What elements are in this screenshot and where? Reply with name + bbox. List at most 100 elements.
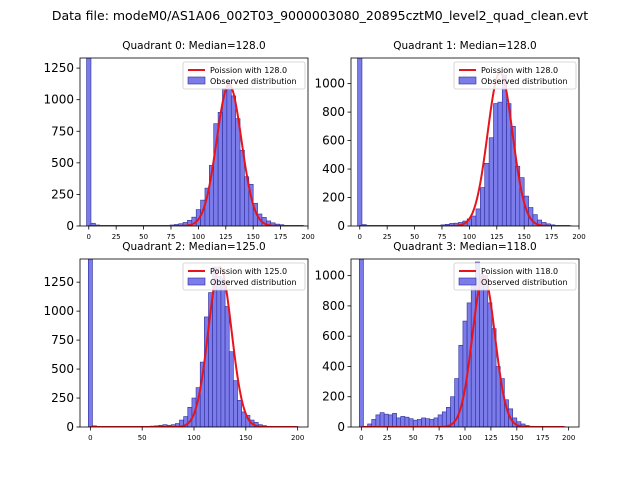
legend-label-observed: Observed distribution: [481, 278, 568, 287]
y-tick-label: 600: [322, 134, 345, 148]
legend-label-fit: Poission with 118.0: [481, 267, 558, 276]
quadrant-1-chart: Quadrant 1: Median=128.0 0 25 50 75 100 125 150…: [314, 40, 585, 241]
x-tick-label: 200: [291, 434, 304, 442]
x-tick-label: 75: [438, 233, 447, 241]
legend-bar-swatch: [458, 277, 477, 286]
bar: [412, 419, 418, 427]
x-tick-label: 200: [301, 233, 314, 241]
bar: [233, 380, 238, 427]
bar: [487, 302, 493, 427]
x-tick-label: 125: [484, 434, 497, 442]
bar: [358, 259, 364, 427]
y-tick-label: 250: [51, 391, 74, 405]
bar: [470, 282, 476, 427]
y-tick-label: 1000: [43, 304, 74, 318]
bar: [228, 351, 234, 427]
bar: [441, 411, 447, 427]
bar: [400, 416, 406, 427]
legend-bar-swatch: [187, 76, 206, 85]
y-tick-label: 1000: [314, 77, 345, 91]
bar: [483, 275, 489, 427]
bar: [429, 419, 435, 427]
x-tick-label: 125: [490, 233, 503, 241]
bar: [226, 80, 232, 226]
x-tick-label: 25: [383, 233, 392, 241]
legend-label-observed: Observed distribution: [210, 77, 297, 86]
y-tick-label: 750: [51, 333, 74, 347]
legend-label-observed: Observed distribution: [210, 278, 297, 287]
quadrant-1-legend: Poission with 128.0 Observed distribution: [453, 61, 577, 90]
x-tick-label: 150: [247, 233, 260, 241]
legend-label-fit: Poission with 128.0: [210, 66, 287, 75]
x-tick-label: 75: [435, 434, 444, 442]
legend-label-fit: Poission with 125.0: [210, 267, 287, 276]
quadrant-3-chart: Quadrant 3: Median=118.0 0 25 50 75 100 125 150…: [314, 241, 580, 442]
bar: [479, 273, 484, 427]
bar: [437, 414, 443, 427]
bar: [220, 278, 226, 427]
quadrant-3-title: Quadrant 3: Median=118.0: [393, 241, 536, 253]
quadrant-3-legend: Poission with 118.0 Observed distribution: [453, 262, 577, 291]
bar: [475, 208, 481, 226]
figure-suptitle: Data file: modeM0/AS1A06_002T03_90000030…: [52, 8, 588, 23]
legend-bar-swatch: [187, 277, 206, 286]
y-tick-label: 1250: [43, 275, 74, 289]
y-tick-label: 500: [51, 156, 74, 170]
x-tick-label: 50: [410, 233, 419, 241]
x-tick-label: 0: [87, 233, 91, 241]
bar: [417, 419, 422, 427]
legend-box: [182, 61, 306, 90]
x-tick-label: 75: [167, 233, 176, 241]
bar: [222, 88, 228, 226]
x-tick-label: 150: [510, 434, 523, 442]
poisson-fit-line: [359, 71, 571, 226]
bar: [480, 187, 486, 226]
quadrant-0-axes-frame: [79, 57, 309, 227]
bar: [404, 416, 410, 427]
y-tick-label: 1000: [314, 269, 345, 283]
y-tick-label: 0: [337, 219, 345, 233]
x-tick-label: 0: [358, 233, 362, 241]
x-tick-label: 50: [139, 233, 148, 241]
x-tick-label: 200: [572, 233, 585, 241]
y-tick-label: 200: [322, 191, 345, 205]
y-tick-label: 250: [51, 187, 74, 201]
bar: [446, 407, 451, 427]
bar: [379, 412, 385, 427]
poisson-fit-line: [88, 83, 304, 226]
bar: [497, 101, 503, 226]
y-tick-label: 800: [322, 299, 345, 313]
y-tick-label: 0: [66, 219, 74, 233]
x-tick-label: 150: [239, 434, 252, 442]
bar: [90, 222, 96, 226]
bar: [488, 137, 494, 226]
bar: [371, 419, 377, 427]
bar: [408, 418, 414, 427]
x-tick-label: 25: [112, 233, 121, 241]
y-tick-label: 600: [322, 329, 345, 343]
x-tick-label: 150: [518, 233, 531, 241]
legend-label-observed: Observed distribution: [481, 77, 568, 86]
bar: [396, 417, 402, 427]
legend-box: [453, 61, 577, 90]
y-tick-label: 1000: [43, 93, 74, 107]
quadrant-2-legend: Poission with 125.0 Observed distribution: [182, 262, 306, 291]
bar: [230, 95, 236, 226]
x-tick-label: 175: [274, 233, 287, 241]
quadrant-2-title: Quadrant 2: Median=125.0: [122, 241, 265, 253]
bar: [216, 276, 222, 427]
x-tick-label: 100: [458, 434, 471, 442]
x-tick-label: 100: [187, 434, 200, 442]
x-tick-label: 50: [409, 434, 418, 442]
quadrant-2-chart: Quadrant 2: Median=125.0 0 50 100 150 200 0 250…: [43, 241, 309, 442]
bar: [375, 414, 381, 427]
bar: [471, 215, 477, 226]
legend-box: [453, 262, 577, 291]
quadrant-0-chart: Quadrant 0: Median=128.0 0 25 50 75 100 125 150…: [43, 40, 314, 241]
bar: [433, 417, 439, 427]
y-tick-label: 200: [322, 390, 345, 404]
bar: [425, 418, 431, 427]
bar: [86, 58, 92, 226]
bar: [388, 414, 393, 427]
